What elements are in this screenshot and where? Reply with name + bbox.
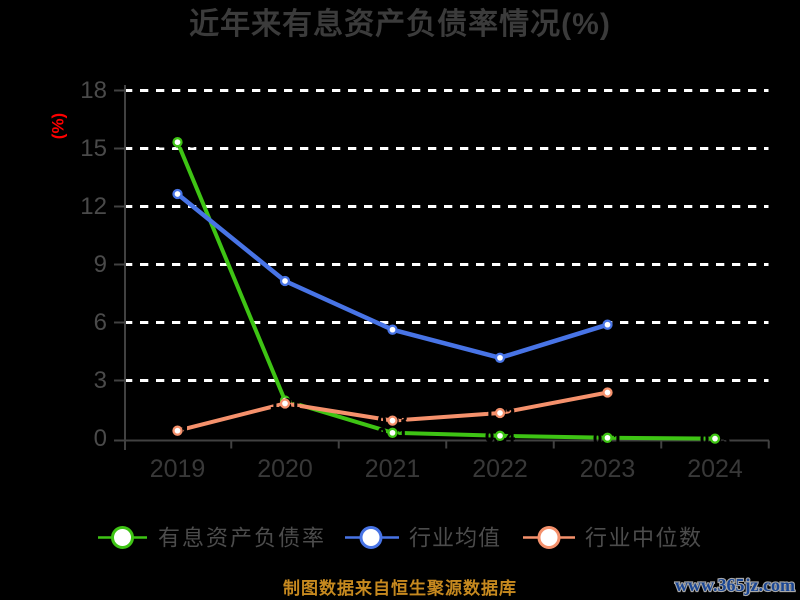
svg-text:2022: 2022: [472, 455, 528, 483]
svg-text:3: 3: [94, 367, 107, 394]
svg-text:9: 9: [94, 251, 107, 278]
svg-text:2024: 2024: [687, 455, 743, 483]
svg-text:2023: 2023: [580, 455, 636, 483]
svg-text:2019: 2019: [150, 455, 206, 483]
svg-text:有息资产负债率: 有息资产负债率: [158, 526, 326, 551]
svg-text:行业均值: 行业均值: [409, 526, 501, 551]
svg-text:近年来有息资产负债率情况(%): 近年来有息资产负债率情况(%): [189, 7, 611, 41]
svg-text:15: 15: [80, 135, 107, 162]
svg-text:0: 0: [94, 425, 107, 452]
svg-text:18: 18: [80, 77, 107, 104]
svg-text:12: 12: [80, 193, 107, 220]
svg-text:行业中位数: 行业中位数: [585, 526, 703, 551]
svg-text:(%): (%): [49, 113, 68, 139]
svg-text:制图数据来自恒生聚源数据库: 制图数据来自恒生聚源数据库: [283, 578, 517, 598]
svg-text:www.365jz.com: www.365jz.com: [675, 575, 795, 595]
svg-text:6: 6: [94, 309, 107, 336]
svg-text:2021: 2021: [365, 455, 421, 483]
svg-text:2020: 2020: [257, 455, 313, 483]
